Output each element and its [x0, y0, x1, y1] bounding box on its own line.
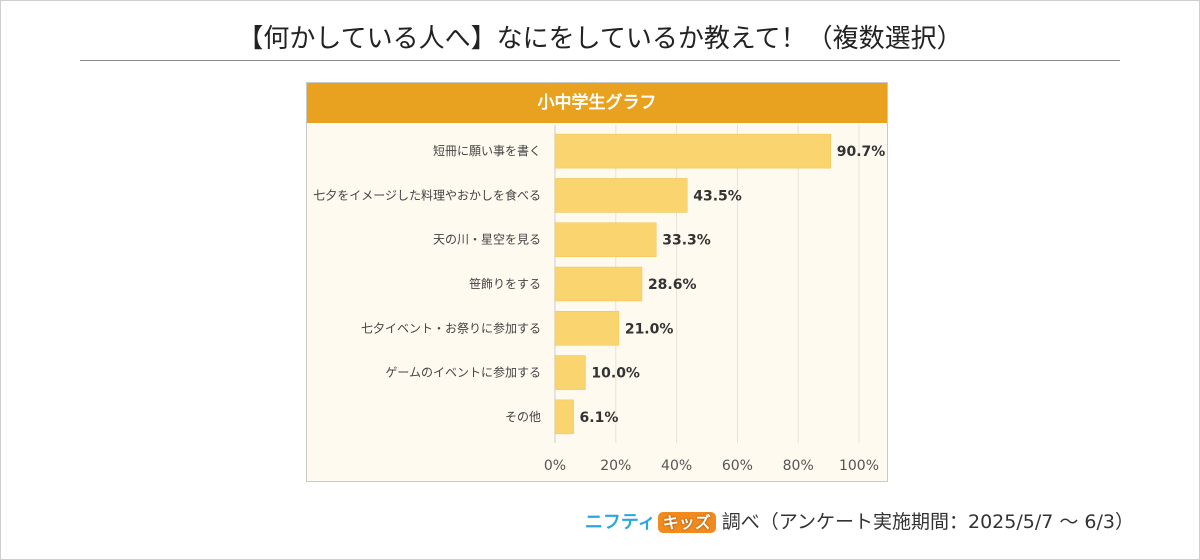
value-label: 28.6%: [648, 277, 697, 293]
bar: [554, 355, 586, 390]
x-tick-label: 100%: [839, 458, 879, 474]
value-label: 43.5%: [693, 188, 742, 204]
category-label: 天の川・星空を見る: [433, 233, 541, 247]
value-label: 90.7%: [837, 144, 886, 160]
x-tick-label: 60%: [722, 458, 753, 474]
value-label: 33.3%: [662, 233, 711, 249]
bar: [554, 133, 831, 169]
chart-title: 小中学生グラフ: [307, 83, 887, 123]
brand-logo-text: ニフティ: [584, 512, 656, 533]
footer-credit: ニフティ キッズ 調べ（アンケート実施期間：2025/5/7 ～ 6/3）: [585, 507, 1134, 534]
x-tick-label: 20%: [600, 458, 631, 474]
bar-chart: 0% 20% 40% 60% 80% 100% 短冊に願い事を書く 90.7% 七夕をイメージし…: [313, 125, 886, 474]
survey-note: 調べ（アンケート実施期間：2025/5/7 ～ 6/3）: [721, 511, 1134, 533]
category-label: ゲームのイベントに参加する: [385, 365, 541, 380]
value-label: 21.0%: [625, 321, 674, 337]
bar: [554, 178, 688, 213]
value-label: 6.1%: [580, 410, 619, 426]
chart-panel: 小中学生グラフ 0% 20% 40% 60% 80% 100% 短冊に願い事を書く 90.7%…: [306, 82, 888, 482]
title-divider: [80, 60, 1120, 61]
value-label: 10.0%: [591, 366, 640, 382]
bar: [554, 311, 620, 346]
category-label: 七夕イベント・お祭りに参加する: [361, 320, 541, 335]
category-label: 笹飾りをする: [469, 277, 541, 291]
brand-logo-badge: キッズ: [657, 512, 716, 533]
x-tick-label: 40%: [661, 458, 692, 474]
category-label: その他: [505, 410, 541, 424]
bar: [554, 399, 574, 435]
bar: [554, 266, 643, 302]
category-label: 七夕をイメージした料理やおかしを食べる: [313, 187, 541, 202]
category-label: 短冊に願い事を書く: [433, 144, 541, 158]
page-title: 【何かしている人へ】なにをしているか教えて！（複数選択）: [237, 24, 963, 54]
x-tick-label: 0%: [544, 458, 566, 474]
x-tick-label: 80%: [783, 458, 814, 474]
bar: [554, 222, 657, 257]
